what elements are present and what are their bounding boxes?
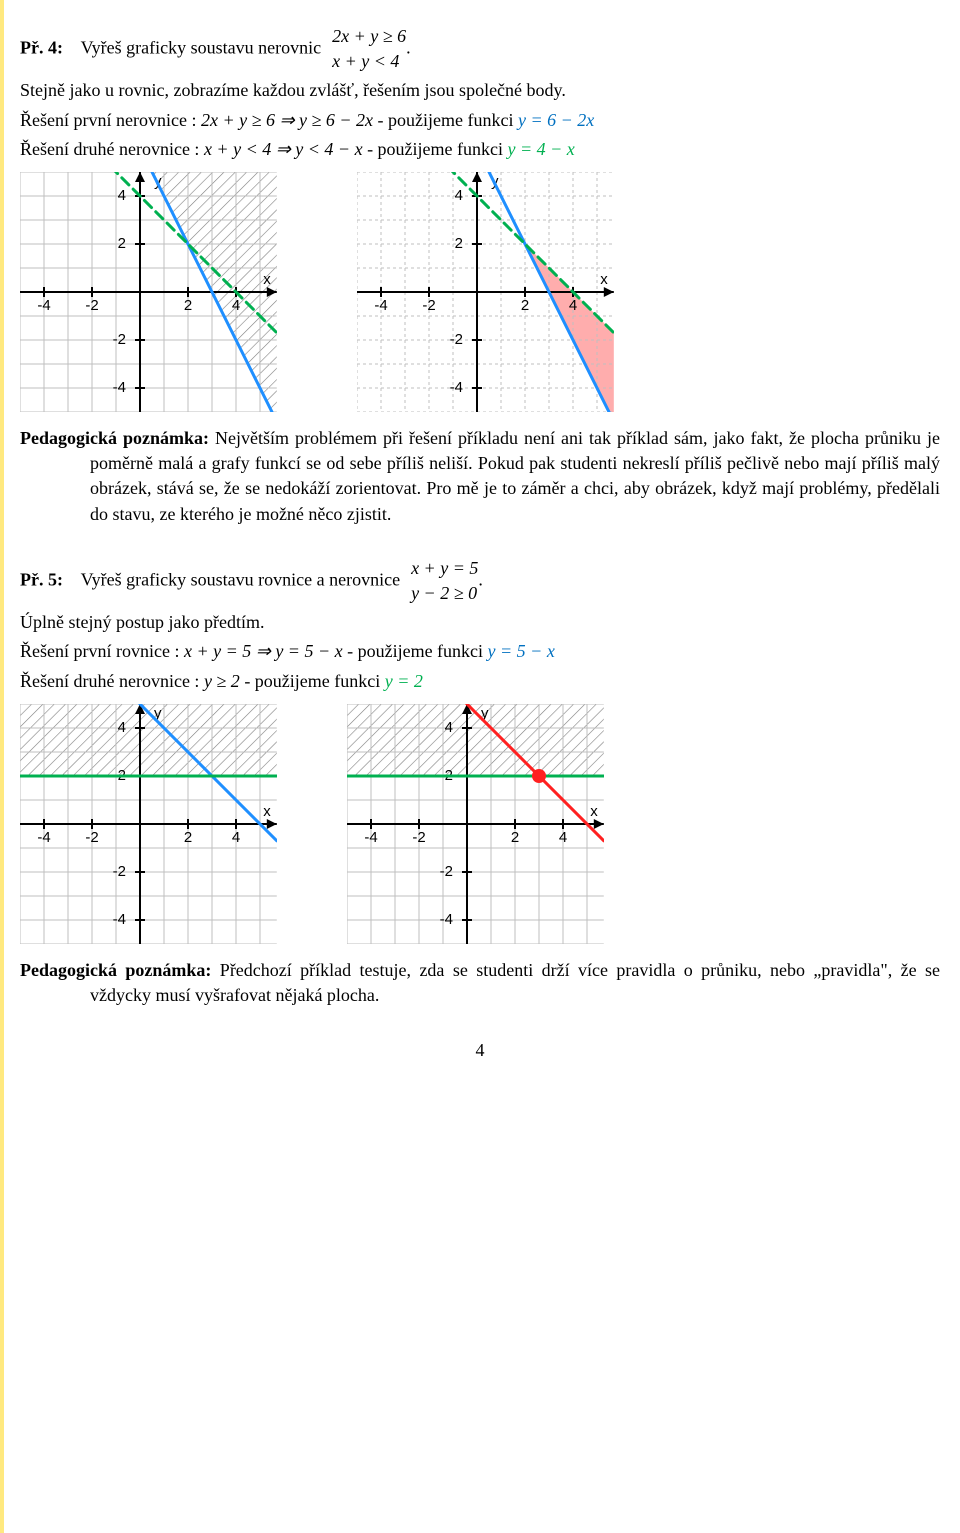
- ex5-period: .: [478, 569, 483, 589]
- note1-label: Pedagogická poznámka:: [20, 428, 209, 448]
- p6-a: Řešení první rovnice :: [20, 641, 184, 661]
- chart-1: -4-4-2-22244yx: [20, 172, 277, 412]
- chart-4: -4-4-2-22244yx: [347, 704, 604, 944]
- svg-text:4: 4: [232, 829, 240, 846]
- ex4-label: Př. 4:: [20, 37, 63, 57]
- p2: Řešení první nerovnice : 2x + y ≥ 6 ⇒ y …: [20, 108, 940, 133]
- ex4-heading: Př. 4: Vyřeš graficky soustavu nerovnic …: [20, 24, 940, 74]
- svg-text:-4: -4: [374, 297, 387, 314]
- note1-body: Největším problémem při řešení příkladu …: [90, 428, 940, 524]
- page-number: 4: [20, 1038, 940, 1063]
- svg-text:-2: -2: [85, 829, 98, 846]
- p2-a: Řešení první nerovnice :: [20, 110, 201, 130]
- p7-b: y ≥ 2: [204, 671, 240, 691]
- svg-text:x: x: [590, 803, 598, 820]
- note2: Pedagogická poznámka: Předchozí příklad …: [20, 958, 940, 1008]
- svg-text:-2: -2: [412, 829, 425, 846]
- svg-text:4: 4: [454, 187, 462, 204]
- ex4-sys-bot: x + y < 4: [332, 51, 399, 71]
- p3-a: Řešení druhé nerovnice :: [20, 139, 204, 159]
- chart-3: -4-4-2-22244yx: [20, 704, 277, 944]
- ex4-prompt: Vyřeš graficky soustavu nerovnic: [81, 37, 321, 57]
- ex5-heading: Př. 5: Vyřeš graficky soustavu rovnice a…: [20, 556, 940, 606]
- svg-text:-4: -4: [439, 911, 452, 928]
- charts-row-2: -4-4-2-22244yx -4-4-2-22244yx: [20, 704, 940, 944]
- ex4-system: 2x + y ≥ 6 x + y < 4: [330, 24, 406, 74]
- svg-text:-4: -4: [364, 829, 377, 846]
- svg-text:2: 2: [454, 235, 462, 252]
- svg-text:-4: -4: [37, 829, 50, 846]
- ex4-period: .: [406, 37, 411, 57]
- svg-text:-4: -4: [113, 379, 126, 396]
- p7: Řešení druhé nerovnice : y ≥ 2 - použije…: [20, 669, 940, 694]
- svg-text:2: 2: [184, 829, 192, 846]
- note1: Pedagogická poznámka: Největším probléme…: [20, 426, 940, 527]
- svg-text:2: 2: [118, 235, 126, 252]
- svg-text:-2: -2: [113, 863, 126, 880]
- svg-text:x: x: [600, 271, 608, 288]
- svg-text:-4: -4: [37, 297, 50, 314]
- p5: Úplně stejný postup jako předtím.: [20, 610, 940, 635]
- svg-text:-4: -4: [449, 379, 462, 396]
- svg-text:-4: -4: [113, 911, 126, 928]
- ex5-label: Př. 5:: [20, 569, 63, 589]
- p3: Řešení druhé nerovnice : x + y < 4 ⇒ y <…: [20, 137, 940, 162]
- p3-d: y = 4 − x: [508, 139, 575, 159]
- ex5-prompt: Vyřeš graficky soustavu rovnice a nerovn…: [81, 569, 400, 589]
- p1: Stejně jako u rovnic, zobrazíme každou z…: [20, 78, 940, 103]
- chart-2: -4-4-2-22244yx: [357, 172, 614, 412]
- svg-text:2: 2: [521, 297, 529, 314]
- svg-text:-2: -2: [422, 297, 435, 314]
- p6-d: y = 5 − x: [488, 641, 555, 661]
- svg-text:-2: -2: [113, 331, 126, 348]
- note2-body: Předchozí příklad testuje, zda se studen…: [90, 960, 940, 1005]
- p6-b: x + y = 5 ⇒ y = 5 − x: [184, 641, 343, 661]
- ex5-sys-top: x + y = 5: [411, 558, 478, 578]
- svg-text:2: 2: [511, 829, 519, 846]
- p7-c: - použijeme funkci: [244, 671, 384, 691]
- charts-row-1: -4-4-2-22244yx -4-4-2-22244yx: [20, 172, 940, 412]
- svg-text:-2: -2: [449, 331, 462, 348]
- p2-c: - použijeme funkci: [378, 110, 518, 130]
- svg-text:4: 4: [559, 829, 567, 846]
- p6: Řešení první rovnice : x + y = 5 ⇒ y = 5…: [20, 639, 940, 664]
- svg-text:x: x: [263, 803, 271, 820]
- p2-d: y = 6 − 2x: [518, 110, 594, 130]
- p7-d: y = 2: [385, 671, 423, 691]
- ex5-system: x + y = 5 y − 2 ≥ 0: [409, 556, 478, 606]
- note2-label: Pedagogická poznámka:: [20, 960, 211, 980]
- p3-c: - použijeme funkci: [367, 139, 507, 159]
- svg-text:4: 4: [569, 297, 577, 314]
- ex5-sys-bot: y − 2 ≥ 0: [411, 583, 477, 603]
- svg-text:-2: -2: [85, 297, 98, 314]
- p6-c: - použijeme funkci: [347, 641, 487, 661]
- svg-text:-2: -2: [439, 863, 452, 880]
- p3-b: x + y < 4 ⇒ y < 4 − x: [204, 139, 363, 159]
- p2-b: 2x + y ≥ 6 ⇒ y ≥ 6 − 2x: [201, 110, 373, 130]
- svg-text:2: 2: [184, 297, 192, 314]
- p7-a: Řešení druhé nerovnice :: [20, 671, 204, 691]
- svg-text:4: 4: [118, 187, 126, 204]
- ex4-sys-top: 2x + y ≥ 6: [332, 26, 406, 46]
